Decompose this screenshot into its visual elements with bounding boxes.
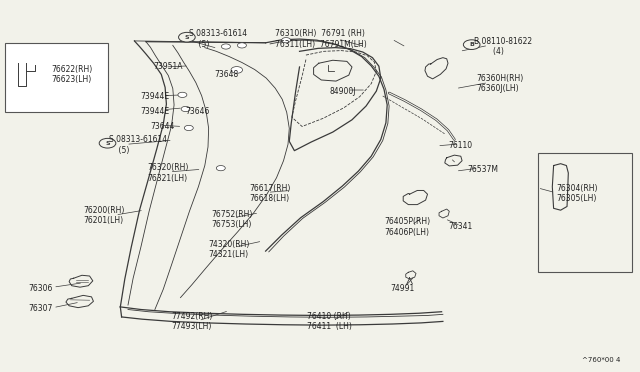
Text: 76537M: 76537M	[467, 165, 498, 174]
Text: 76341: 76341	[448, 222, 472, 231]
Text: 73644: 73644	[150, 122, 175, 131]
Text: 76360H(RH)
76360J(LH): 76360H(RH) 76360J(LH)	[477, 74, 524, 93]
Text: S: S	[184, 35, 189, 40]
Circle shape	[184, 125, 193, 131]
Text: 76752(RH)
76753(LH): 76752(RH) 76753(LH)	[211, 210, 253, 229]
Circle shape	[179, 32, 195, 42]
Text: 76320(RH)
76321(LH): 76320(RH) 76321(LH)	[147, 163, 189, 183]
Text: 74320(RH)
74321(LH): 74320(RH) 74321(LH)	[208, 240, 250, 259]
Text: 74991: 74991	[390, 284, 415, 293]
Text: 73944E: 73944E	[141, 107, 170, 116]
Bar	[538, 153, 632, 272]
Circle shape	[99, 138, 116, 148]
Text: S 08313-61614
    (5): S 08313-61614 (5)	[109, 135, 167, 155]
Text: 77492(RH)
77493(LH): 77492(RH) 77493(LH)	[172, 312, 213, 331]
Text: 73951A: 73951A	[154, 62, 183, 71]
Text: 76306: 76306	[29, 284, 53, 293]
Text: 73646: 73646	[186, 107, 210, 116]
Circle shape	[221, 44, 230, 49]
Text: 76304(RH)
76305(LH): 76304(RH) 76305(LH)	[557, 184, 598, 203]
Circle shape	[181, 106, 190, 112]
Text: 76617(RH)
76618(LH): 76617(RH) 76618(LH)	[250, 184, 291, 203]
Text: 73648: 73648	[214, 70, 239, 79]
Text: 76405P(RH)
76406P(LH): 76405P(RH) 76406P(LH)	[384, 217, 430, 237]
Text: 76310(RH)  76791 (RH)
76311(LH)  76791M(LH): 76310(RH) 76791 (RH) 76311(LH) 76791M(LH…	[275, 29, 367, 49]
Text: B 08110-81622
        (4): B 08110-81622 (4)	[474, 37, 532, 56]
Text: S 08313-61614
    (5): S 08313-61614 (5)	[189, 29, 247, 49]
Bar	[5, 43, 108, 112]
Text: 76622(RH)
76623(LH): 76622(RH) 76623(LH)	[51, 65, 92, 84]
Text: 76110: 76110	[448, 141, 472, 150]
Text: 76200(RH)
76201(LH): 76200(RH) 76201(LH)	[83, 206, 125, 225]
Text: 84900J: 84900J	[330, 87, 356, 96]
Text: 73944E: 73944E	[141, 92, 170, 101]
Circle shape	[463, 40, 480, 49]
Circle shape	[178, 92, 187, 97]
Circle shape	[282, 38, 291, 43]
Text: B: B	[469, 42, 474, 47]
Circle shape	[216, 166, 225, 171]
Text: 76410 (RH)
76411  (LH): 76410 (RH) 76411 (LH)	[307, 312, 352, 331]
Circle shape	[231, 67, 243, 73]
Circle shape	[237, 43, 246, 48]
Text: S: S	[105, 141, 110, 146]
Text: 76307: 76307	[29, 304, 53, 313]
Text: ^760*00 4: ^760*00 4	[582, 357, 621, 363]
